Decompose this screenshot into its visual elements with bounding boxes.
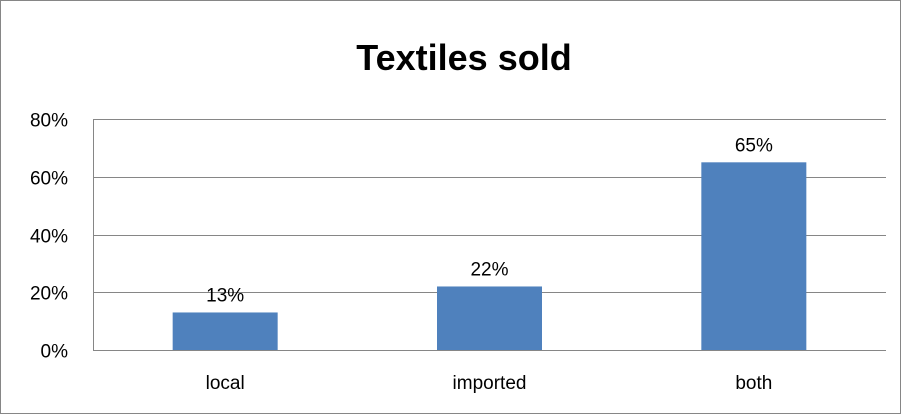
chart-title: Textiles sold xyxy=(356,37,571,78)
y-tick-label: 60% xyxy=(30,169,68,190)
bars xyxy=(172,162,807,350)
data-labels: 13% 22% 65% xyxy=(206,135,773,306)
x-tick-label: both xyxy=(735,373,772,394)
x-axis-tick-labels: local imported both xyxy=(206,373,773,394)
data-label: 65% xyxy=(735,135,773,156)
y-tick-label: 20% xyxy=(30,284,68,305)
y-tick-label: 0% xyxy=(41,342,69,363)
bar-local xyxy=(172,312,278,350)
data-label: 22% xyxy=(470,259,508,280)
y-axis-tick-labels: 0% 20% 40% 60% 80% xyxy=(30,111,68,363)
bar-both xyxy=(701,162,807,350)
y-tick-label: 80% xyxy=(30,111,68,132)
bar-imported xyxy=(437,286,542,350)
x-tick-label: local xyxy=(206,373,245,394)
y-tick-label: 40% xyxy=(30,227,68,248)
data-label: 13% xyxy=(206,285,244,306)
x-tick-label: imported xyxy=(453,373,527,394)
